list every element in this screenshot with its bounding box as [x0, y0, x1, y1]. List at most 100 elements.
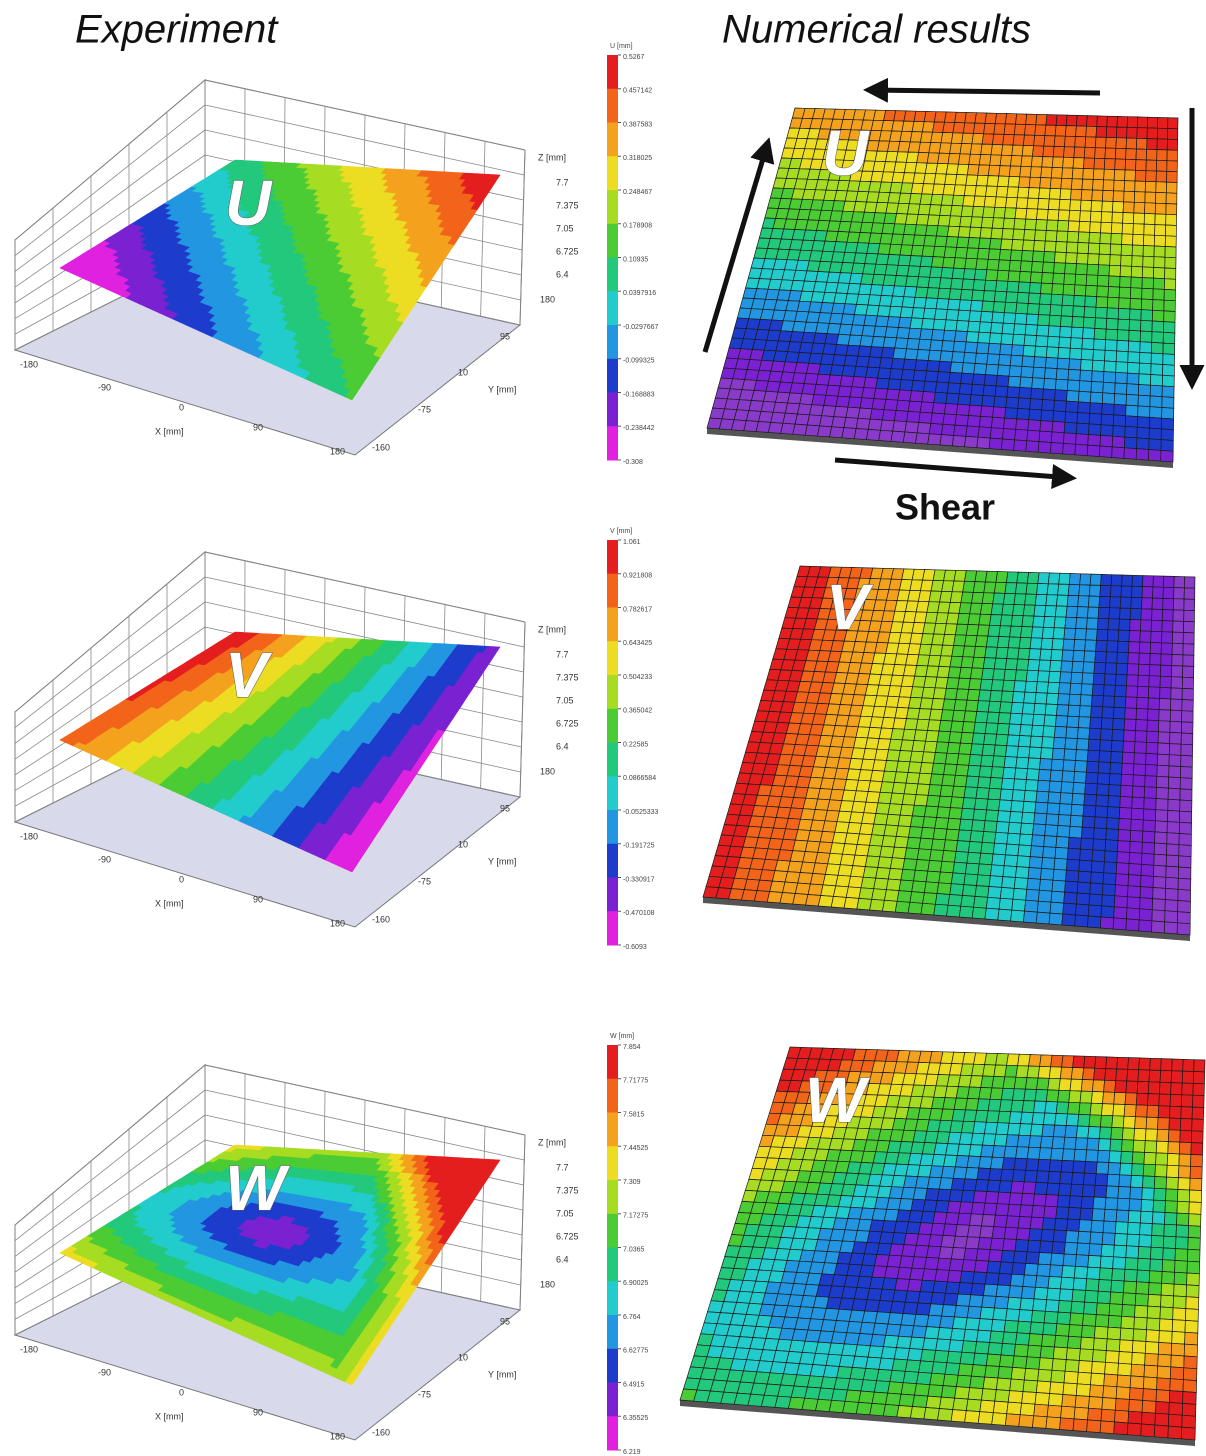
surface-cell — [831, 416, 847, 428]
surface-cell — [1065, 252, 1078, 264]
surface-cell — [1042, 388, 1056, 401]
surface-cell — [908, 193, 923, 205]
surface-cell — [1163, 278, 1177, 291]
wall-grid — [14, 129, 206, 272]
surface-cell — [927, 784, 943, 797]
surface-cell — [971, 289, 985, 302]
surface-cell — [833, 406, 849, 418]
surface-cell — [858, 822, 875, 836]
surface-cell — [1011, 789, 1026, 802]
surface-cell — [837, 385, 853, 398]
surface-cell — [1129, 298, 1142, 310]
surface-cell — [990, 227, 1004, 240]
surface-cell — [1160, 439, 1174, 452]
surface-cell — [1087, 253, 1100, 266]
surface-cell — [1116, 340, 1130, 353]
surface-cell — [869, 408, 885, 421]
surface-cell — [1011, 691, 1026, 704]
surface-cell — [806, 414, 823, 427]
surface-cell — [1156, 127, 1169, 140]
surface-cell — [1012, 778, 1027, 791]
colorbar-label: -0.330917 — [623, 876, 655, 883]
surface-cell — [934, 893, 951, 906]
surface-cell — [867, 294, 882, 307]
surface-cell — [1130, 287, 1143, 300]
surface-cell — [945, 392, 960, 405]
surface-cell — [965, 247, 979, 260]
surface-cell — [1131, 244, 1144, 257]
surface-cell — [958, 299, 973, 312]
surface-cell — [1028, 176, 1042, 189]
surface-cell — [892, 347, 907, 360]
surface-cell — [912, 234, 926, 247]
surface-cell — [894, 337, 909, 350]
surface-cell — [1084, 295, 1098, 308]
surface-cell — [1029, 637, 1043, 650]
wall-grid — [204, 104, 525, 176]
surface-cell — [999, 614, 1013, 627]
surface-cell — [1087, 434, 1101, 447]
surface-cell — [977, 863, 993, 877]
z-axis-title: Z [mm] — [538, 152, 566, 162]
surface-cell — [1061, 294, 1075, 307]
surface-cell — [944, 173, 958, 186]
surface-cell — [852, 854, 868, 867]
surface-cell — [962, 122, 976, 134]
surface-cell — [1007, 176, 1021, 188]
surface-cell — [998, 249, 1012, 261]
surface-cell — [1095, 126, 1108, 138]
surface-cell — [953, 634, 967, 647]
surface-cell — [911, 804, 927, 818]
surface-cell — [942, 184, 956, 196]
surface-cell — [900, 868, 916, 882]
surface-cell — [913, 794, 929, 807]
surface-cell — [1083, 306, 1097, 319]
surface-cell — [989, 690, 1003, 703]
surface-cell — [968, 841, 983, 854]
surface-cell — [1037, 198, 1050, 210]
surface-cell — [1001, 228, 1015, 240]
surface-cell — [1154, 202, 1167, 215]
surface-cell — [1057, 347, 1071, 360]
surface-cell — [1020, 155, 1033, 168]
surface-cell — [916, 349, 931, 361]
surface-cell — [909, 390, 924, 403]
surface-cell — [930, 329, 945, 341]
surface-cell — [951, 351, 966, 364]
surface-cell — [993, 744, 1008, 757]
surface-cell — [954, 764, 970, 777]
surface-cell — [1025, 113, 1038, 126]
surface-cell — [939, 784, 955, 798]
surface-cell — [1143, 234, 1155, 247]
surface-cell — [1002, 593, 1016, 605]
surface-cell — [1028, 408, 1043, 421]
surface-cell — [903, 286, 918, 298]
surface-cell — [996, 364, 1011, 377]
colorbar-label: 1.061 — [623, 539, 641, 546]
surface-cell — [1161, 417, 1174, 431]
surface-cell — [1045, 357, 1059, 369]
surface-cell — [835, 874, 852, 888]
surface-cell — [895, 264, 910, 277]
surface-cell — [847, 396, 863, 409]
surface-cell — [1166, 160, 1178, 173]
surface-cell — [990, 864, 1005, 877]
surface-cell — [1092, 168, 1105, 181]
surface-cell — [880, 346, 896, 359]
surface-cell — [1008, 365, 1023, 378]
surface-cell — [1126, 383, 1140, 396]
surface-cell — [1144, 181, 1157, 193]
surface-cell — [937, 360, 952, 373]
surface-cell — [909, 891, 925, 904]
surface-cell — [1082, 327, 1096, 340]
surface-cell — [1032, 145, 1045, 157]
surface-cell — [954, 247, 968, 259]
surface-cell — [1135, 159, 1147, 172]
surface-cell — [1163, 310, 1176, 323]
mesh-label: U — [822, 117, 870, 189]
surface-cell — [897, 316, 913, 329]
surface-cell — [1086, 263, 1099, 276]
surface-cell — [1117, 318, 1130, 331]
surface-cell — [922, 380, 938, 393]
surface-cell — [944, 623, 958, 636]
